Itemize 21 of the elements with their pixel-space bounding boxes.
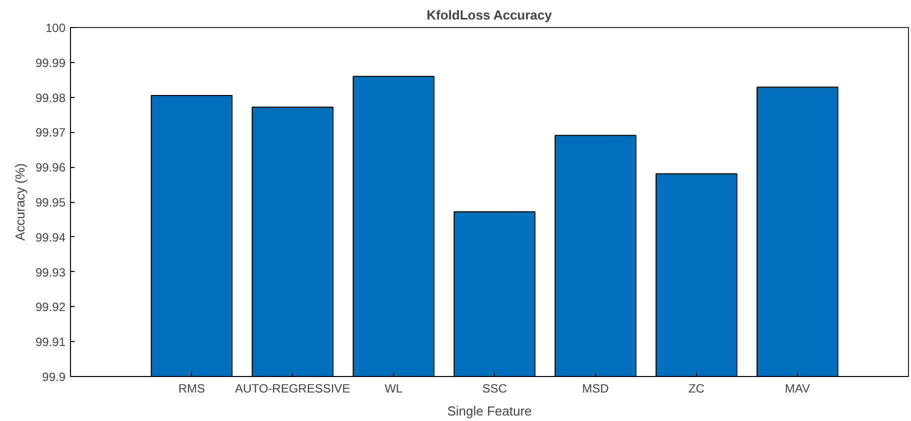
- y-tick-label: 99.9: [42, 370, 66, 384]
- y-tick-label: 99.93: [35, 265, 66, 280]
- x-tick-label: MSD: [582, 382, 610, 396]
- x-tick-label: RMS: [178, 382, 205, 396]
- x-tick-label: ZC: [688, 382, 705, 396]
- x-tick-label: SSC: [482, 382, 508, 396]
- y-tick-label: 99.96: [35, 160, 66, 175]
- y-tick-label: 99.91: [35, 335, 66, 350]
- y-tick-label: 99.97: [35, 126, 66, 140]
- x-tick-label: WL: [384, 382, 403, 396]
- y-tick-label: 100: [45, 21, 66, 35]
- x-tick-label: AUTO-REGRESSIVE: [235, 382, 350, 396]
- y-tick-label: 99.98: [35, 90, 66, 105]
- y-tick-label: 99.95: [35, 196, 66, 210]
- y-axis-title: Accuracy (%): [12, 163, 28, 241]
- x-axis-title: Single Feature: [447, 404, 532, 418]
- x-tick-label: MAV: [784, 382, 810, 396]
- chart-title: KfoldLoss Accuracy: [426, 8, 553, 22]
- y-tick-label: 99.94: [35, 230, 66, 244]
- y-tick-label: 99.92: [35, 300, 66, 314]
- y-tick-label: 99.99: [35, 56, 66, 70]
